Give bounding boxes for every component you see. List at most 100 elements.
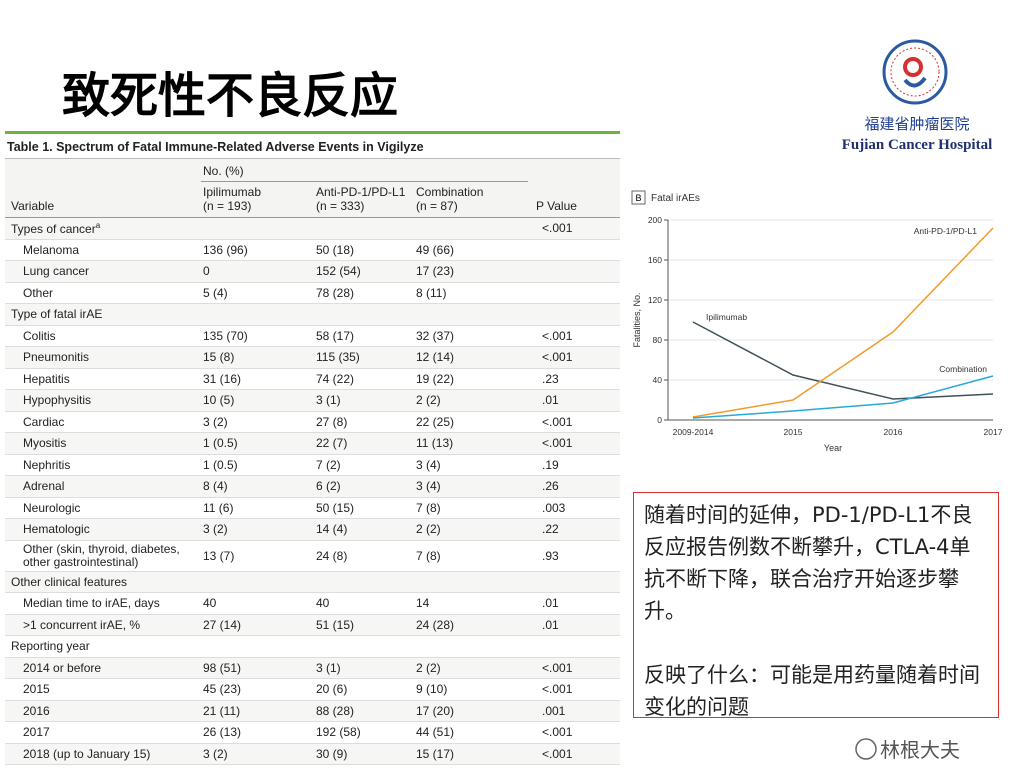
row-label: 2015 [23, 682, 50, 697]
header-p: P Value [536, 199, 577, 213]
cell: .19 [542, 457, 559, 472]
cell: 7 (8) [416, 548, 441, 563]
cell: 8 (4) [203, 479, 228, 494]
chart-title: Fatal irAEs [651, 193, 700, 204]
cell: 50 (15) [316, 500, 355, 515]
cell: .23 [542, 371, 559, 386]
hospital-cn: 福建省肿瘤医院 [864, 115, 969, 133]
series-label: Ipilimumab [706, 312, 747, 322]
cell: 11 (13) [416, 436, 454, 451]
table-row: Colitis 135 (70) 58 (17) 32 (37) <.001 [5, 326, 620, 347]
section-cell: Reporting year [5, 639, 195, 653]
section-row: Other clinical features [5, 571, 620, 593]
section-heading: Types of cancer [11, 221, 96, 236]
cell: 14 [416, 596, 430, 611]
hospital-en: Fujian Cancer Hospital [842, 137, 993, 153]
cell: 15 (17) [416, 746, 455, 761]
cell: <.001 [542, 414, 573, 429]
cell: 192 (58) [316, 725, 361, 740]
line [692, 227, 994, 418]
row-label: Pneumonitis [23, 350, 90, 365]
x-tick-label: 2017 [984, 427, 1003, 437]
row-label: >1 concurrent irAE, % [23, 617, 141, 632]
table-row: 2014 or before 98 (51) 3 (1) 2 (2) <.001 [5, 657, 620, 679]
cell: .93 [542, 548, 559, 563]
cell: 135 (70) [203, 328, 248, 343]
row-label: Other (skin, thyroid, diabetes, other ga… [23, 541, 180, 569]
table-row: Adrenal 8 (4) 6 (2) 3 (4) .26 [5, 476, 620, 498]
row-label: Hematologic [23, 522, 90, 537]
section-row: Type of fatal irAE [5, 304, 620, 326]
table-row: Lung cancer 0 152 (54) 17 (23) [5, 261, 620, 283]
table-row: Pneumonitis 15 (8) 115 (35) 12 (14) <.001 [5, 347, 620, 369]
cell: 3 (4) [416, 479, 441, 494]
cell: <.001 [542, 682, 573, 697]
cell: 152 (54) [316, 264, 361, 279]
cell: 136 (96) [203, 242, 248, 257]
cell: 26 (13) [203, 725, 242, 740]
cell: 15 (8) [203, 350, 235, 365]
cell: 5 (4) [203, 285, 228, 300]
header-col: Combination [416, 185, 484, 199]
table-row: Myositis 1 (0.5) 22 (7) 11 (13) <.001 [5, 433, 620, 455]
x-tick-label: 2015 [784, 427, 803, 437]
cell: 98 (51) [203, 660, 242, 675]
y-tick-label: 120 [648, 295, 662, 305]
line [692, 375, 994, 419]
section-cell: Types of cancera [5, 221, 195, 236]
table-row: Cardiac 3 (2) 27 (8) 22 (25) <.001 [5, 412, 620, 433]
table-row: 2017 26 (13) 192 (58) 44 (51) <.001 [5, 722, 620, 744]
cell: 40 [203, 596, 217, 611]
table-row: Nephritis 1 (0.5) 7 (2) 3 (4) .19 [5, 455, 620, 476]
cell: 74 (22) [316, 371, 355, 386]
cell: 21 (11) [203, 703, 241, 718]
table-row: Hematologic 3 (2) 14 (4) 2 (2) .22 [5, 519, 620, 541]
note-paragraph: 随着时间的延伸，PD-1/PD-L1不良反应报告例数不断攀升，CTLA-4单抗不… [644, 503, 973, 623]
cell: 31 (16) [203, 371, 242, 386]
cell: 1 (0.5) [203, 457, 238, 472]
cell: 49 (66) [416, 242, 455, 257]
cell: 3 (2) [203, 746, 228, 761]
row-label: Hepatitis [23, 371, 70, 386]
chart: B Fatal irAEs 0 40 80 120 160 200 2009-2014 2015 2… [631, 190, 1003, 453]
row-label: Cardiac [23, 414, 65, 429]
line [692, 321, 994, 400]
cell: 3 (2) [203, 522, 228, 537]
series-label: Combination [939, 364, 987, 374]
section-row: Reporting year [5, 636, 620, 658]
panel-badge [631, 190, 646, 205]
cell: 3 (1) [316, 393, 341, 408]
cell: 3 (2) [203, 414, 228, 429]
row-label: Hypophysitis [23, 393, 92, 408]
cell: 14 (4) [316, 522, 348, 537]
slide-title: 致死性不良反应 [62, 68, 398, 124]
cell: 17 (23) [416, 264, 455, 279]
cell: 7 (8) [416, 500, 441, 515]
section-cell: Other clinical features [5, 575, 195, 589]
row-label: Nephritis [23, 457, 71, 472]
x-axis-label: Year [824, 443, 842, 453]
table-row: 2018 (up to January 15) 3 (2) 30 (9) 15 (17… [5, 743, 620, 765]
row-label: Median time to irAE, days [23, 596, 160, 611]
table-row: Hepatitis 31 (16) 74 (22) 19 (22) .23 [5, 369, 620, 390]
note-paragraph: 反映了什么：可能是用药量随着时间变化的问题 [644, 663, 980, 719]
table-header: No. (%) Variable Ipilimumab (n = 193) An… [5, 159, 620, 218]
cell: 24 (8) [316, 548, 348, 563]
row-label: Adrenal [23, 479, 65, 494]
cell: 7 (2) [316, 457, 341, 472]
cell: .001 [542, 703, 566, 718]
cell: .003 [542, 500, 566, 515]
cell: 11 (6) [203, 500, 234, 515]
row-label: 2016 [23, 703, 50, 718]
cell: 1 (0.5) [203, 436, 238, 451]
header-variable: Variable [11, 199, 55, 213]
cell: 17 (20) [416, 703, 455, 718]
cell: 32 (37) [416, 328, 455, 343]
cell: 40 [316, 596, 330, 611]
x-tick-label: 2016 [884, 427, 903, 437]
cell: 51 (15) [316, 617, 355, 632]
header-n: (n = 333) [316, 199, 365, 213]
watermark: 林根大夫 [855, 738, 960, 762]
cell: .01 [542, 617, 559, 632]
